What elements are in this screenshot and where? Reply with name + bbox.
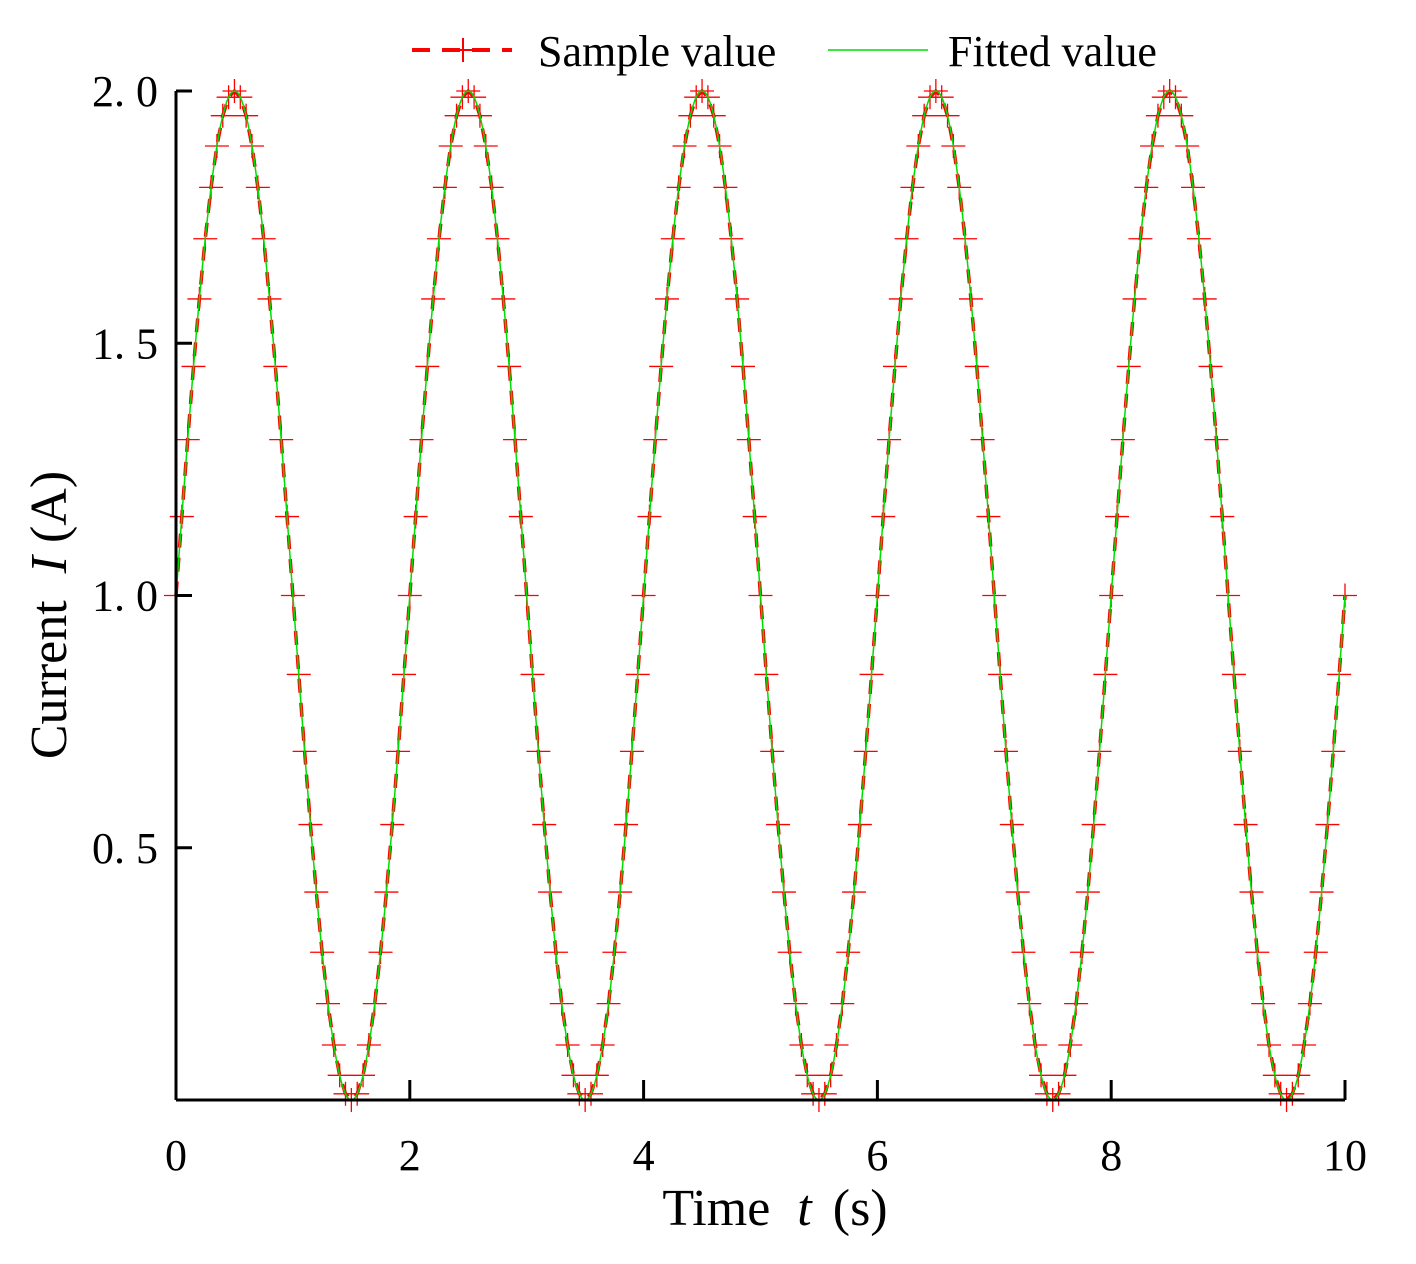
x-tick-label: 0 — [165, 1131, 187, 1180]
y-axis-title-unit: (A) — [21, 471, 78, 543]
y-tick-label: 1. 5 — [92, 319, 158, 368]
y-axis-title-var: I — [21, 553, 78, 574]
x-axis-ticks: 0 2 4 6 8 10 — [165, 1080, 1367, 1180]
y-axis-title-prefix: Current — [21, 600, 78, 759]
y-axis-ticks: 0. 5 1. 0 1. 5 2. 0 — [92, 67, 192, 873]
x-tick-label: 6 — [866, 1131, 888, 1180]
legend: Sample value Fitted value — [412, 27, 1157, 76]
x-tick-label: 10 — [1323, 1131, 1367, 1180]
x-axis-title: Time t (s) — [662, 1180, 887, 1237]
legend-swatch-sample — [412, 38, 512, 62]
series-fitted-line — [175, 90, 1346, 1101]
legend-label-sample: Sample value — [538, 27, 776, 76]
x-tick-label: 8 — [1100, 1131, 1122, 1180]
y-axis-title: Current I (A) — [21, 471, 78, 759]
x-tick-label: 4 — [633, 1131, 655, 1180]
x-tick-label: 2 — [399, 1131, 421, 1180]
y-tick-label: 0. 5 — [92, 824, 158, 873]
x-axis-title-unit: (s) — [833, 1180, 888, 1237]
y-tick-label: 2. 0 — [92, 67, 158, 116]
x-axis-title-prefix: Time — [662, 1180, 770, 1237]
legend-label-fitted: Fitted value — [948, 27, 1157, 76]
x-axis-title-var: t — [797, 1180, 813, 1237]
y-tick-label: 1. 0 — [92, 572, 158, 621]
plot-area — [164, 79, 1357, 1112]
